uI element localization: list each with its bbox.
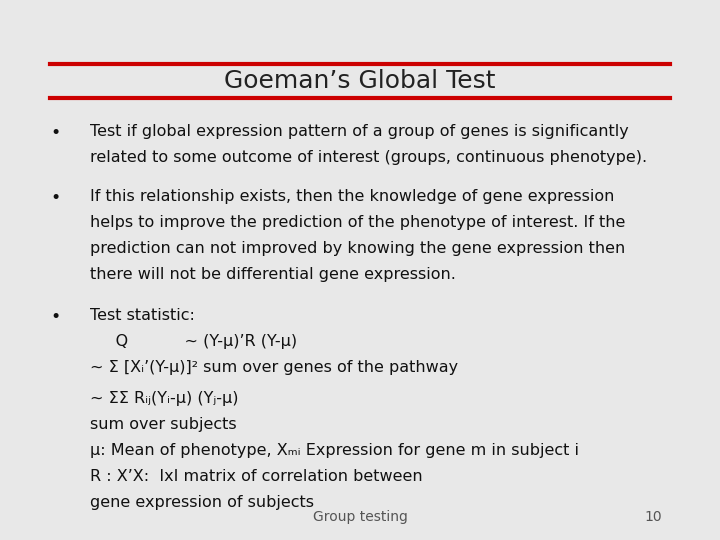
Text: R : X’X:  IxI matrix of correlation between: R : X’X: IxI matrix of correlation betwe… <box>90 469 423 484</box>
Text: μ: Mean of phenotype, Xₘᵢ Expression for gene m in subject i: μ: Mean of phenotype, Xₘᵢ Expression for… <box>90 443 579 458</box>
Text: there will not be differential gene expression.: there will not be differential gene expr… <box>90 267 456 282</box>
Text: •: • <box>50 189 60 207</box>
Text: 10: 10 <box>645 510 662 524</box>
Text: Goeman’s Global Test: Goeman’s Global Test <box>224 69 496 93</box>
Text: related to some outcome of interest (groups, continuous phenotype).: related to some outcome of interest (gro… <box>90 150 647 165</box>
Text: •: • <box>50 124 60 142</box>
Text: ~ Σ [Xᵢ’(Y-μ)]² sum over genes of the pathway: ~ Σ [Xᵢ’(Y-μ)]² sum over genes of the pa… <box>90 360 458 375</box>
Text: Group testing: Group testing <box>312 510 408 524</box>
Text: Test statistic:: Test statistic: <box>90 308 195 323</box>
Text: gene expression of subjects: gene expression of subjects <box>90 495 314 510</box>
Text: •: • <box>50 308 60 326</box>
Text: Q           ~ (Y-μ)’R (Y-μ): Q ~ (Y-μ)’R (Y-μ) <box>90 334 297 349</box>
Text: ~ ΣΣ Rᵢⱼ(Yᵢ-μ) (Yⱼ-μ): ~ ΣΣ Rᵢⱼ(Yᵢ-μ) (Yⱼ-μ) <box>90 391 238 406</box>
Text: helps to improve the prediction of the phenotype of interest. If the: helps to improve the prediction of the p… <box>90 215 626 230</box>
Text: If this relationship exists, then the knowledge of gene expression: If this relationship exists, then the kn… <box>90 189 614 204</box>
Text: sum over subjects: sum over subjects <box>90 417 237 432</box>
Text: Test if global expression pattern of a group of genes is significantly: Test if global expression pattern of a g… <box>90 124 629 139</box>
Text: prediction can not improved by knowing the gene expression then: prediction can not improved by knowing t… <box>90 241 625 256</box>
